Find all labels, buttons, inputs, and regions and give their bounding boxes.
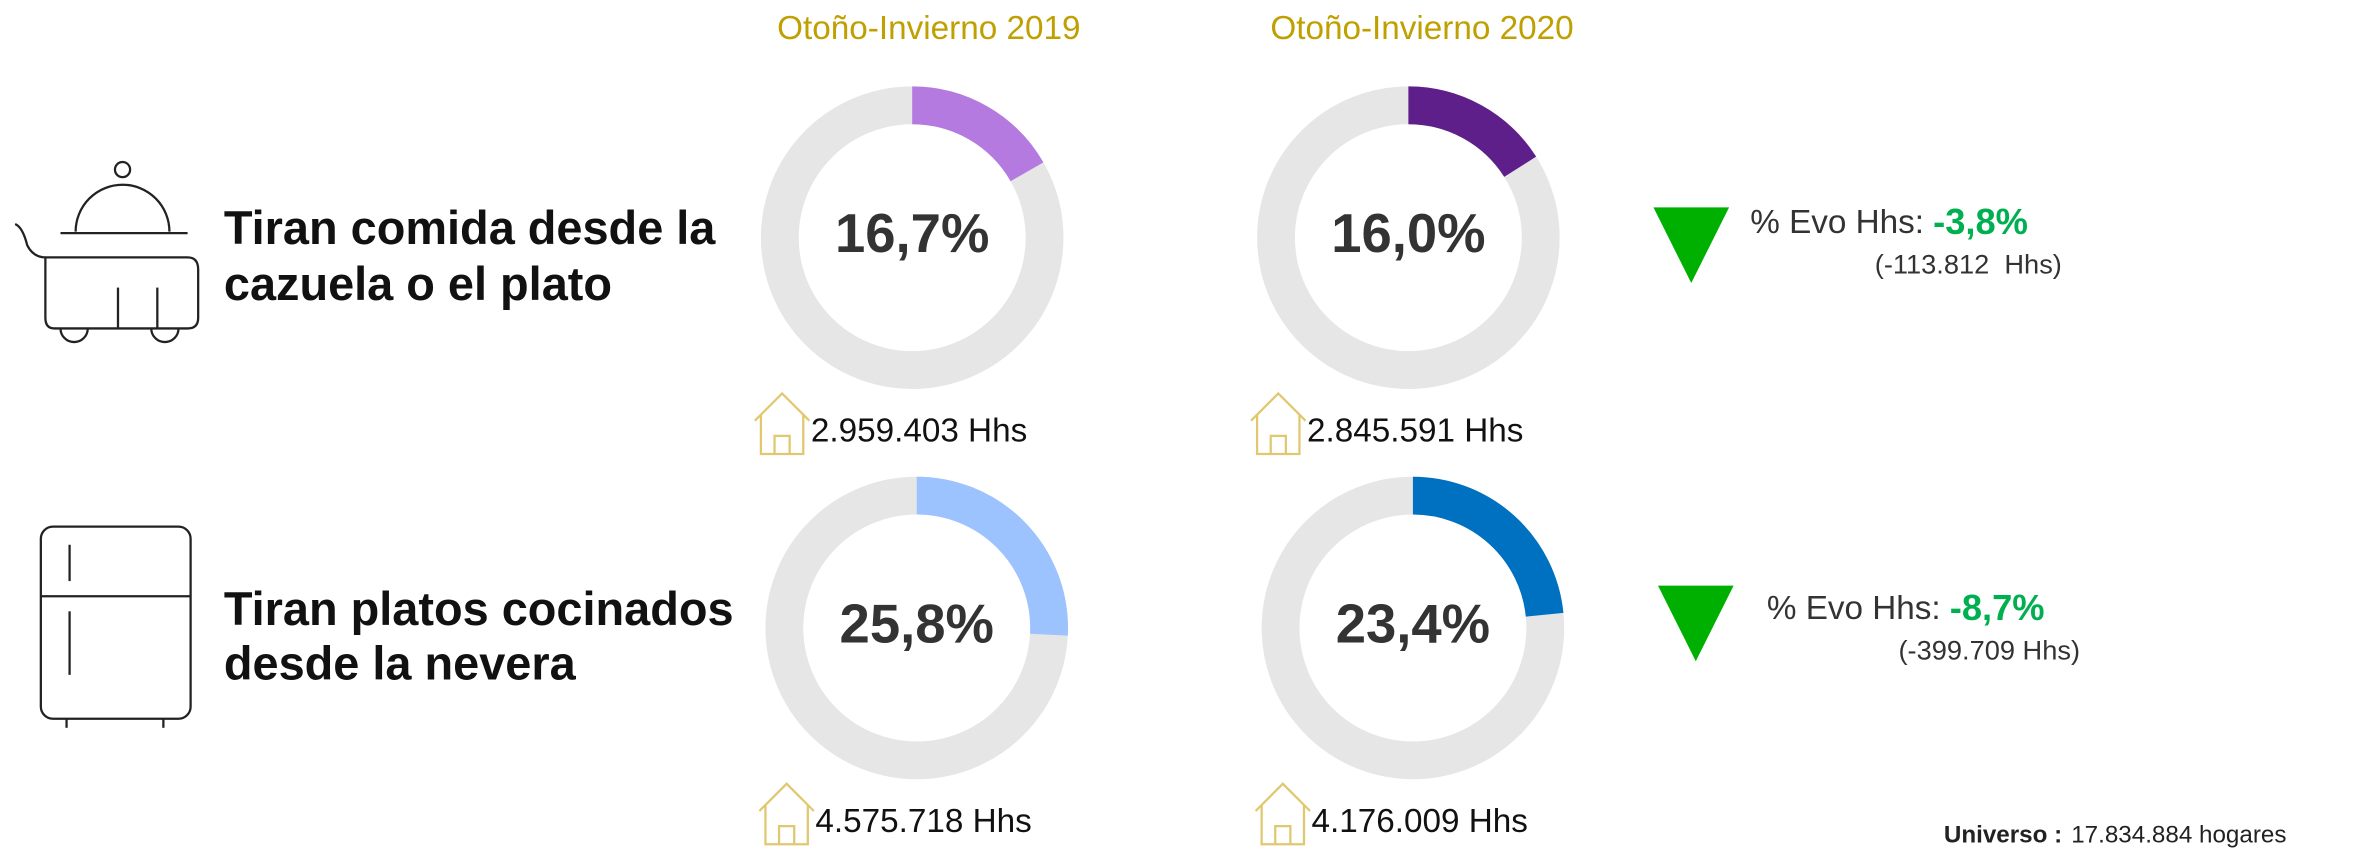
- donut-segment: [760, 86, 1064, 389]
- donut-segment: [765, 476, 1069, 780]
- column-header: Otoño-Invierno 2020: [1270, 10, 1573, 47]
- fridge-icon: [39, 525, 192, 728]
- evo-label: % Evo Hhs:: [1767, 590, 1941, 627]
- house-icon: [1250, 391, 1307, 456]
- households: 4.575.718 Hhs: [815, 803, 1031, 840]
- universe-value: 17.834.884 hogares: [2071, 822, 2286, 849]
- evo-label: % Evo Hhs:: [1750, 204, 1924, 241]
- house-icon: [754, 391, 811, 456]
- households: 2.845.591 Hhs: [1307, 413, 1523, 450]
- evo-detail: (-399.709 Hhs): [1898, 634, 2080, 665]
- evo-value: -8,7%: [1950, 586, 2045, 627]
- donut-value-label: 23,4%: [1336, 593, 1490, 654]
- row-label: cazuela o el plato: [224, 258, 612, 310]
- donut-value-label: 16,0%: [1331, 203, 1485, 264]
- donut-segment: [1257, 86, 1560, 389]
- evo-text: % Evo Hhs: -8,7%: [1767, 586, 2045, 627]
- down-triangle: [1657, 585, 1734, 662]
- down-triangle: [1653, 207, 1730, 284]
- evo-detail: (-113.812 Hhs): [1875, 249, 2062, 280]
- house-icon: [1254, 782, 1311, 846]
- column-header: Otoño-Invierno 2019: [777, 10, 1080, 47]
- evo-text: % Evo Hhs: -3,8%: [1750, 201, 2028, 242]
- donut-value-label: 16,7%: [835, 203, 989, 264]
- donut-value-label: 25,8%: [840, 593, 994, 654]
- row-label: Tiran platos cocinados: [224, 583, 734, 635]
- evo-value: -3,8%: [1933, 201, 2028, 242]
- universe: Universo : 17.834.884 hogares: [1944, 822, 2287, 849]
- households: 4.176.009 Hhs: [1312, 803, 1528, 840]
- cart-icon: [14, 160, 200, 344]
- row-label: desde la nevera: [224, 638, 577, 690]
- house-icon: [758, 782, 815, 846]
- universe-label: Universo :: [1944, 822, 2062, 849]
- row-label: Tiran comida desde la: [224, 202, 716, 254]
- donut-track: [1261, 476, 1565, 780]
- households: 2.959.403 Hhs: [811, 413, 1027, 450]
